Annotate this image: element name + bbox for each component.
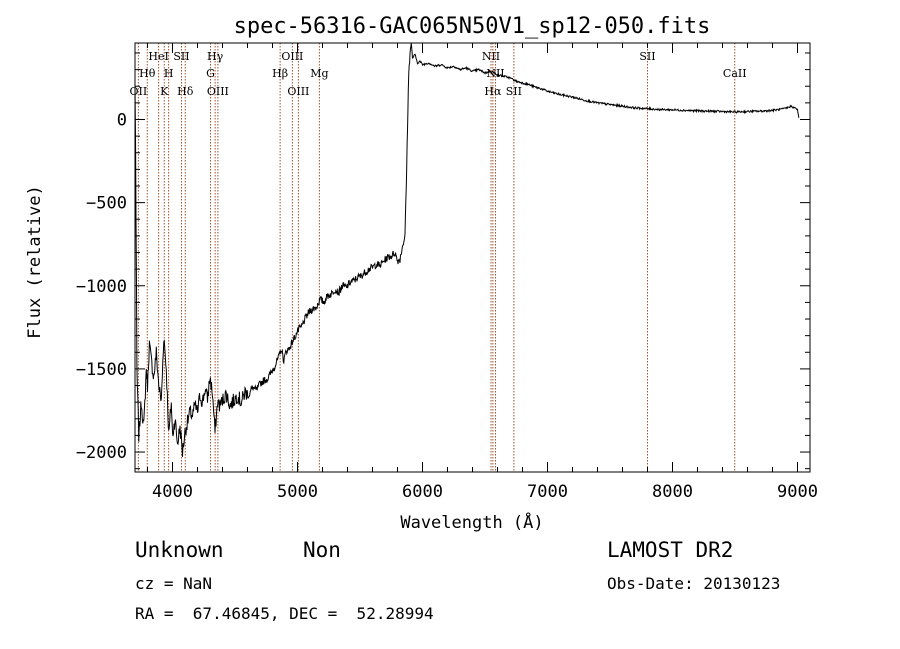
y-axis-ticks: 0 −500 −1000 −1500 −2000 [76,52,810,470]
y-tick-label: −2000 [76,443,127,463]
survey-name: LAMOST DR2 [607,538,734,562]
spectral-marker-label: G [206,67,215,80]
y-tick-label: −1500 [76,360,127,380]
x-tick-label: 8000 [652,482,693,502]
spectral-marker-label: HeI [148,50,168,63]
chart-title: spec-56316-GAC065N50V1_sp12-050.fits [234,14,711,39]
spectral-marker-label: K [160,85,169,98]
obs-date: Obs-Date: 20130123 [607,574,781,593]
spectral-marker-label: SII [506,85,522,98]
spectral-marker-label: Hβ [272,67,288,80]
spectrum-chart: spec-56316-GAC065N50V1_sp12-050.fits OII… [25,14,818,533]
spectral-marker-label: OIII [287,85,309,98]
x-tick-label: 4000 [152,482,193,502]
spectral-marker-label: Hθ [139,67,156,80]
redshift-cz: cz = NaN [135,574,213,593]
ra-dec-coordinates: RA = 67.46845, DEC = 52.28994 [135,604,434,623]
spectral-marker-label: SII [639,50,655,63]
spectral-marker-label: H [164,67,174,80]
spectral-marker-label: Hα [484,85,502,98]
x-tick-label: 9000 [777,482,818,502]
spectral-marker-label: Mg [310,67,328,80]
y-tick-label: 0 [117,110,127,130]
spectral-marker-label: Hγ [207,50,224,63]
x-tick-label: 5000 [277,482,318,502]
spectral-marker-label: OIII [281,50,303,63]
object-class: Non [303,538,341,562]
x-axis-title: Wavelength (Å) [400,511,543,533]
spectral-marker-label: CaII [723,67,747,80]
spectral-marker-label: Hδ [177,85,194,98]
y-tick-label: −1000 [76,277,127,297]
x-tick-label: 6000 [402,482,443,502]
spectral-marker-label: SII [173,50,189,63]
spectral-marker-label: NII [482,50,500,63]
x-tick-label: 7000 [527,482,568,502]
y-tick-label: −500 [86,194,127,214]
spectrum-line [134,42,800,457]
spectral-marker-labels: OIIHθHeIKHSIIHδHγGOIIIHβOIIIOIIIMgNIINII… [130,50,747,98]
spectral-marker-label: OIII [207,85,229,98]
spectral-marker-lines [137,43,736,472]
plot-frame [134,42,811,473]
spectral-marker-label: OII [130,85,148,98]
object-type: Unknown [135,538,224,562]
y-axis-title: Flux (relative) [25,185,45,339]
x-axis-ticks: 4000 5000 6000 7000 8000 9000 [147,43,818,502]
